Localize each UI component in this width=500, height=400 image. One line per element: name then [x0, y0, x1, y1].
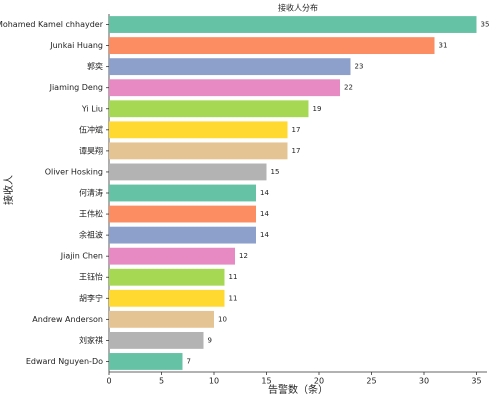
- x-tick-label: 25: [366, 377, 376, 386]
- y-tick-label: Jiaming Deng: [49, 83, 103, 92]
- value-label: 11: [229, 294, 238, 302]
- value-label: 15: [271, 168, 280, 176]
- bar: [109, 16, 477, 33]
- value-label: 9: [208, 336, 212, 344]
- y-tick-label: Jiajin Chen: [60, 252, 103, 261]
- bar: [109, 289, 225, 307]
- y-tick-label: 王伟松: [79, 209, 103, 219]
- x-tick-label: 15: [261, 377, 271, 386]
- bar: [109, 205, 256, 223]
- y-tick-label: 胡李宁: [79, 293, 103, 303]
- bar: [109, 37, 435, 55]
- y-tick-label: Andrew Anderson: [32, 315, 103, 324]
- bar: [109, 58, 351, 76]
- y-tick-label: 何清涛: [79, 188, 103, 198]
- value-label: 14: [260, 231, 269, 239]
- bar: [109, 247, 235, 265]
- bar: [109, 268, 225, 286]
- value-label: 12: [239, 252, 248, 260]
- bar: [109, 184, 256, 202]
- value-label: 35: [481, 21, 490, 29]
- bar: [109, 310, 214, 328]
- x-tick-label: 35: [471, 377, 481, 386]
- y-tick-label: 余祖波: [79, 230, 103, 240]
- x-tick-label: 10: [209, 377, 219, 386]
- y-tick-label: 伍冲斌: [79, 124, 103, 134]
- value-label: 31: [439, 42, 448, 50]
- y-tick-label: 郭奕: [87, 61, 103, 71]
- x-tick-label: 20: [314, 377, 324, 386]
- y-tick-label: Oliver Hosking: [45, 167, 103, 176]
- value-label: 19: [313, 105, 322, 113]
- x-axis-label: 告警数（条）: [268, 383, 328, 396]
- value-label: 22: [344, 84, 353, 92]
- x-tick-label: 0: [106, 377, 111, 386]
- bar: [109, 226, 256, 244]
- value-label: 14: [260, 210, 269, 218]
- bar: [109, 100, 309, 118]
- value-label: 17: [292, 147, 301, 155]
- bar: [109, 353, 183, 370]
- bar: [109, 121, 288, 139]
- value-label: 10: [218, 315, 227, 323]
- y-tick-label: Edward Nguyen-Do: [26, 357, 103, 366]
- value-label: 11: [229, 273, 238, 281]
- value-label: 23: [355, 63, 364, 71]
- y-tick-label: Yi Liu: [81, 104, 103, 113]
- y-tick-label: 刘家祺: [79, 335, 103, 345]
- bar: [109, 79, 340, 97]
- y-tick-label: 王钰怡: [79, 272, 103, 282]
- y-tick-label: 谭昊翔: [79, 145, 103, 155]
- bar: [109, 142, 288, 160]
- value-label: 7: [187, 357, 191, 365]
- y-axis-label: 接收人: [2, 175, 15, 205]
- chart-title: 接收人分布: [278, 3, 318, 13]
- value-label: 17: [292, 126, 301, 134]
- y-tick-label: Junkai Huang: [49, 41, 103, 50]
- bar: [109, 163, 267, 181]
- x-tick-label: 30: [419, 377, 429, 386]
- y-tick-label: Mohamed Kamel chhayder: [0, 20, 104, 29]
- bar: [109, 331, 204, 349]
- x-tick-label: 5: [159, 377, 164, 386]
- value-label: 14: [260, 189, 269, 197]
